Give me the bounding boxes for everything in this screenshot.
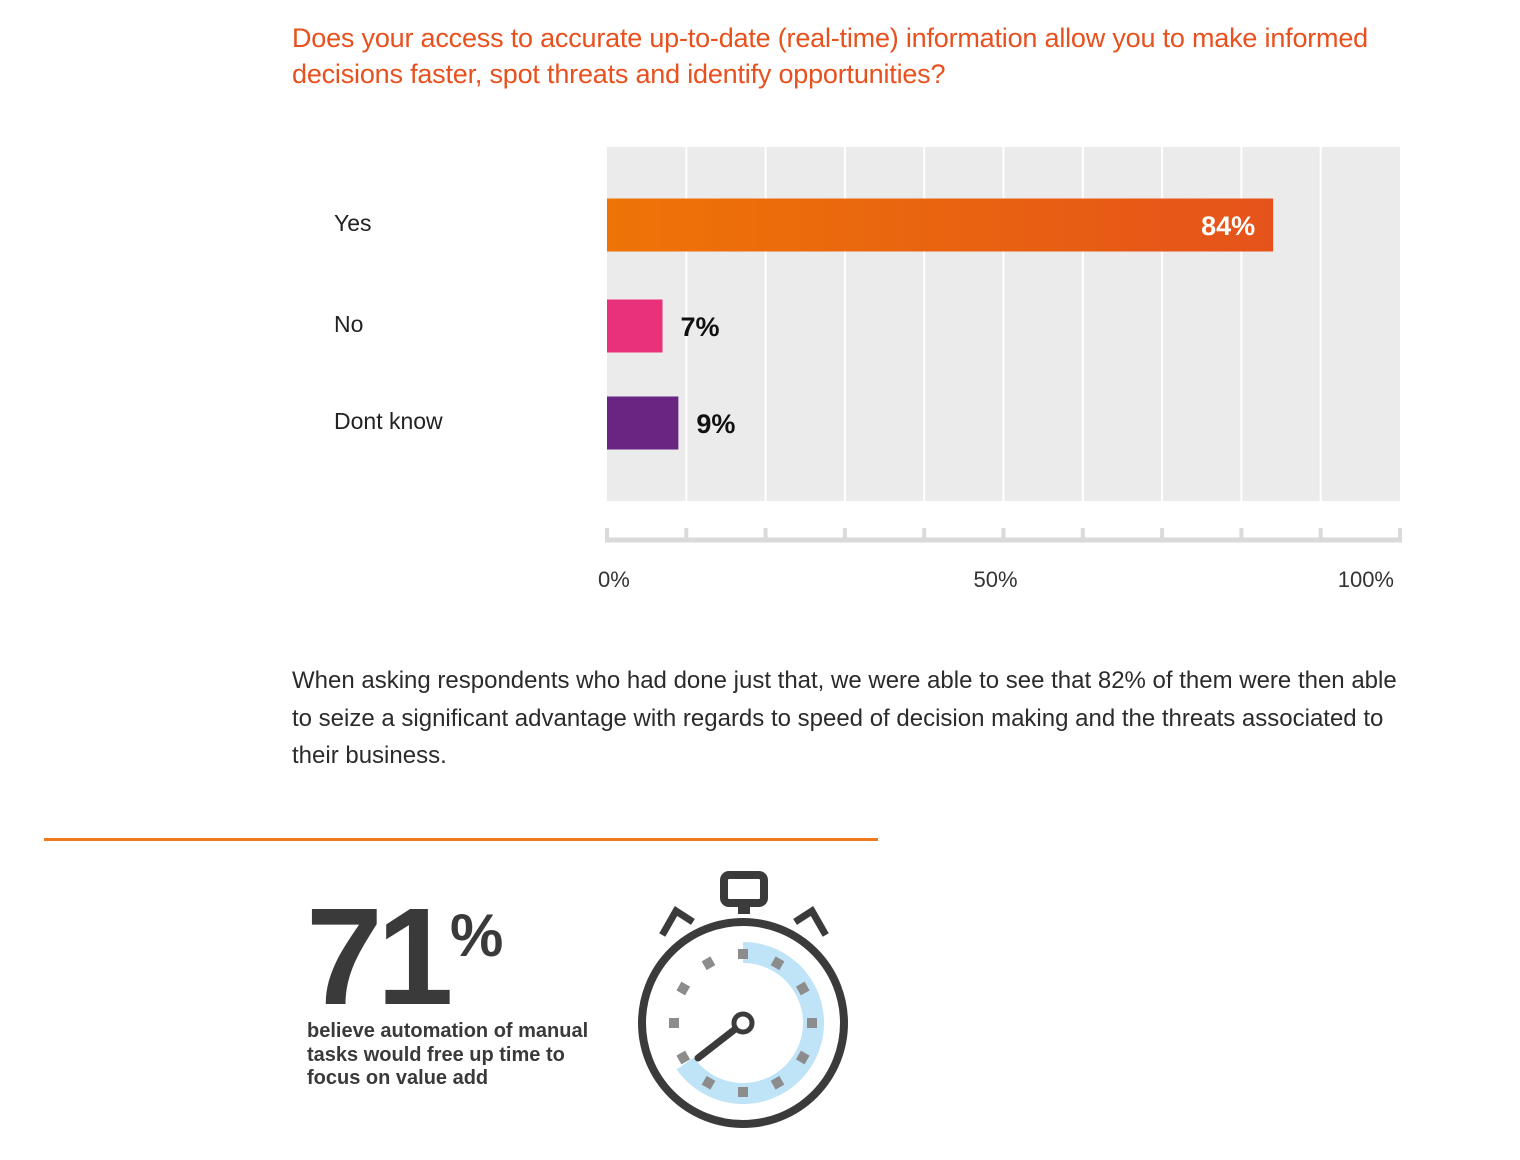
section-divider [44, 838, 878, 841]
x-tick-label: 50% [973, 567, 1017, 592]
stopwatch-stem [738, 902, 750, 914]
bar-no [607, 300, 663, 353]
category-label: Dont know [334, 408, 443, 434]
stopwatch-tick [807, 1018, 817, 1028]
stopwatch-tick [738, 1087, 748, 1097]
stopwatch-right-button [798, 911, 824, 932]
summary-paragraph: When asking respondents who had done jus… [292, 662, 1412, 775]
x-tick-label: 0% [598, 567, 630, 592]
stopwatch-left-button [664, 911, 690, 932]
bar-yes [607, 199, 1273, 252]
x-tick-label: 100% [1338, 567, 1394, 592]
bar-dont-know [607, 397, 678, 450]
stopwatch-tick [669, 1018, 679, 1028]
value-label: 7% [681, 312, 720, 342]
bar-chart: 0% 50% 100% Yes 84% No 7% Dont know 9% [0, 0, 1520, 640]
stopwatch-tick [738, 949, 748, 959]
stat-caption: believe automation of manual tasks would… [307, 1020, 597, 1091]
value-label: 84% [1201, 211, 1255, 241]
value-label: 9% [696, 409, 735, 439]
stopwatch-icon [630, 866, 860, 1136]
stopwatch-crown [724, 875, 764, 903]
stat-unit: % [450, 906, 503, 966]
category-label: No [334, 311, 363, 337]
stat-value: 71 [306, 888, 448, 1026]
stopwatch-pivot [734, 1014, 752, 1032]
category-label: Yes [334, 210, 372, 236]
